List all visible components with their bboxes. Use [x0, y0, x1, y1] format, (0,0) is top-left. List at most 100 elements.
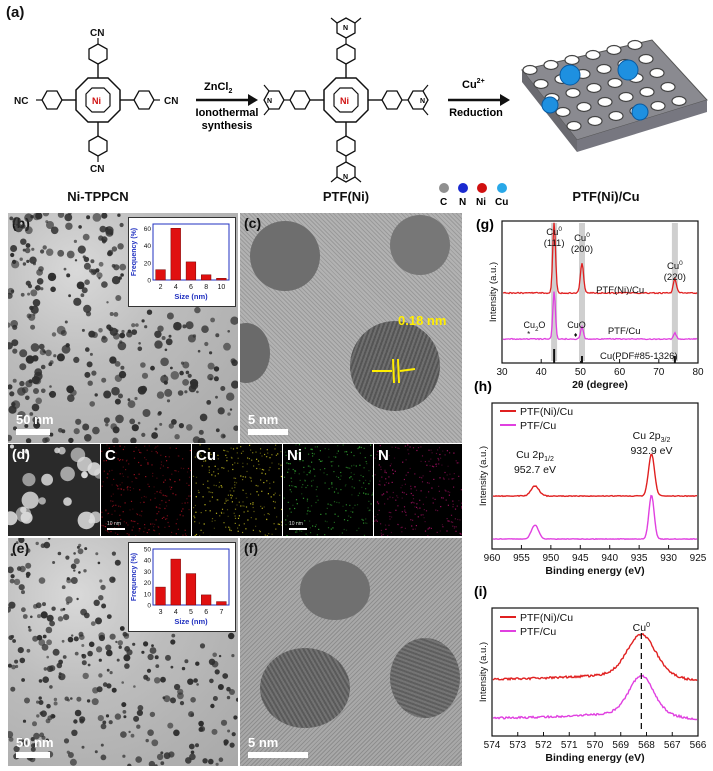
eds-speck — [292, 468, 294, 471]
eds-speck — [266, 449, 268, 451]
eds-speck — [126, 459, 128, 461]
eds-speck — [427, 535, 429, 536]
nanoparticle — [9, 391, 15, 397]
eds-speck — [184, 529, 186, 531]
eds-speck — [141, 510, 143, 512]
eds-speck — [158, 533, 160, 535]
eds-speck — [423, 509, 425, 511]
nanoparticle — [208, 658, 216, 665]
eds-speck — [255, 451, 257, 453]
eds-speck — [185, 535, 187, 536]
framework-pores — [522, 39, 687, 132]
eds-speck — [388, 524, 390, 526]
eds-speck — [122, 466, 124, 468]
eds-speck — [320, 513, 322, 515]
eds-speck — [187, 502, 189, 504]
nanoparticle — [45, 349, 52, 357]
eds-speck — [139, 489, 141, 491]
eds-speck — [132, 488, 135, 490]
eds-speck — [412, 502, 415, 504]
eds-speck — [237, 527, 239, 529]
nanoparticle — [64, 320, 68, 324]
eds-speck — [316, 486, 318, 488]
nanoparticle — [211, 728, 218, 735]
eds-speck — [266, 456, 268, 458]
eds-speck — [438, 463, 440, 465]
scale-bar-c — [248, 429, 288, 435]
eds-speck — [430, 458, 432, 460]
nanoparticle — [189, 753, 196, 761]
nanoparticle — [38, 696, 42, 700]
x-tick-label: 945 — [572, 553, 589, 564]
eds-speck — [167, 521, 169, 524]
eds-speck — [107, 512, 110, 514]
eds-speck — [288, 522, 290, 524]
eds-speck — [154, 523, 156, 526]
eds-speck — [269, 487, 271, 489]
nanoparticle — [77, 548, 84, 555]
eds-speck — [280, 464, 282, 466]
eds-speck — [250, 480, 252, 482]
scale-label-f: 5 nm — [248, 735, 279, 750]
eds-speck — [460, 489, 462, 491]
eds-speck — [252, 503, 254, 506]
nanoparticle — [156, 391, 165, 399]
eds-speck — [175, 447, 177, 449]
eds-speck — [208, 487, 210, 489]
eds-speck — [264, 453, 266, 456]
x-tick-label: 572 — [535, 740, 552, 751]
nanoparticle — [98, 261, 104, 267]
eds-speck — [385, 478, 387, 480]
eds-speck — [331, 504, 333, 506]
eds-speck — [179, 479, 181, 481]
nanoparticle — [25, 548, 31, 553]
eds-speck — [141, 497, 143, 499]
eds-speck — [140, 464, 142, 466]
eds-speck — [154, 447, 156, 449]
nanoparticle — [32, 355, 39, 362]
eds-speck — [428, 527, 430, 529]
hrtem-image-f: (f) 5 nm — [240, 538, 462, 766]
eds-speck — [107, 473, 109, 475]
scale-bar-b — [16, 429, 50, 435]
nanoparticle — [103, 417, 110, 424]
nanoparticle — [119, 263, 127, 271]
eds-speck — [188, 495, 190, 497]
scale-label-b: 50 nm — [16, 412, 54, 427]
nanoparticle — [74, 259, 78, 262]
hist-ytick: 0 — [147, 603, 151, 610]
nanoparticle — [101, 377, 107, 383]
eds-speck — [137, 523, 139, 525]
nanoparticle — [75, 418, 82, 425]
reference-label: Cu(PDF#85-1326) — [600, 351, 678, 362]
nanoparticle — [24, 697, 30, 704]
eds-speck — [242, 489, 244, 491]
x-tick-label: 925 — [690, 553, 707, 564]
nanoparticle — [10, 245, 18, 252]
nanoparticle — [8, 384, 13, 390]
eds-speck — [208, 491, 210, 493]
nanoparticle — [229, 689, 235, 695]
eds-speck — [214, 465, 216, 467]
eds-speck — [187, 467, 190, 470]
eds-speck — [415, 525, 417, 527]
cuo-label: CuO — [567, 320, 586, 330]
peak-highlight — [671, 223, 678, 361]
eds-speck — [299, 460, 301, 462]
nanoparticle — [119, 626, 125, 631]
eds-speck — [359, 464, 361, 466]
eds-speck — [397, 523, 399, 525]
nanoparticle — [190, 713, 194, 717]
eds-speck — [448, 478, 450, 480]
ni-tppcn-structure — [36, 38, 160, 162]
x-tick-label: 573 — [509, 740, 526, 751]
eds-speck — [153, 486, 155, 488]
nanoparticle — [66, 601, 70, 605]
nanoparticle — [81, 328, 85, 332]
nanoparticle — [73, 558, 80, 565]
eds-speck — [261, 507, 263, 509]
nanoparticle — [93, 599, 100, 606]
eds-speck — [115, 484, 118, 486]
eds-speck — [195, 482, 197, 484]
eds-speck — [247, 457, 249, 459]
